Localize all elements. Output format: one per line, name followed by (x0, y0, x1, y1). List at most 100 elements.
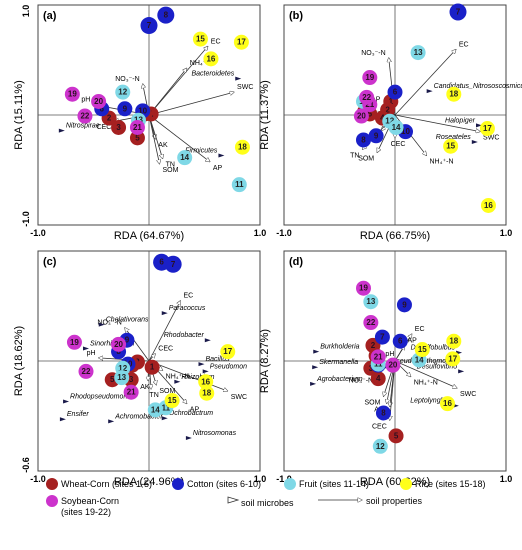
site-label: 22 (362, 93, 371, 102)
site-point (233, 34, 249, 50)
site-point (117, 101, 133, 117)
property-label: NH₄⁺-N (430, 159, 454, 166)
property-arrow (394, 360, 457, 388)
site-label: 9 (123, 104, 128, 113)
x-axis-title: RDA (66.75%) (360, 230, 430, 242)
site-point (353, 108, 369, 124)
site-label: 5 (394, 431, 399, 440)
panel-label: (c) (43, 256, 57, 268)
property-label: SOM (358, 155, 374, 162)
site-label: 21 (374, 352, 383, 361)
legend: Wheat-Corn (sites 1-5) Cotton (sites 6-10… (46, 478, 486, 517)
site-label: 15 (418, 345, 427, 354)
microbe-label: Skermanella (319, 359, 358, 366)
site-label: 7 (380, 333, 385, 342)
microbe-label: Burkholderia (320, 344, 359, 351)
site-label: 11 (235, 180, 244, 189)
property-label: NH₄⁺-N (414, 380, 438, 387)
property-label: EC (184, 293, 194, 300)
microbe-label: Roseateles (436, 134, 472, 141)
property-label: pH (385, 351, 394, 358)
site-point (91, 93, 107, 109)
property-label: SWC (460, 391, 476, 398)
property-label: TN (166, 162, 175, 169)
property-arrow (148, 354, 155, 362)
site-label: 16 (443, 399, 452, 408)
tick-left: -1.0 (30, 474, 46, 484)
property-label: CEC (391, 141, 406, 148)
microbe-marker (83, 346, 89, 351)
site-point (198, 374, 214, 390)
site-label: 15 (196, 35, 205, 44)
tick-left: -1.0 (276, 228, 292, 238)
microbe-marker (161, 416, 168, 421)
site-point (192, 31, 208, 47)
microbe-marker (63, 399, 70, 404)
microbe-marker (98, 322, 105, 327)
site-point (164, 255, 182, 273)
site-label: 20 (357, 112, 366, 121)
microbe-marker (202, 369, 209, 374)
microbe-label: Halopiger (445, 117, 476, 124)
site-point (479, 121, 495, 137)
tick-bottom: -0.6 (21, 457, 31, 473)
property-label: pH (81, 97, 90, 104)
site-point (359, 89, 375, 105)
site-label: 21 (133, 123, 142, 132)
legend-swatch-wheat (46, 478, 58, 490)
property-label: CEC (158, 346, 173, 353)
panel-label: (a) (43, 10, 57, 22)
site-label: 12 (118, 364, 127, 373)
site-point (203, 51, 219, 67)
microbe-marker (471, 140, 478, 145)
site-label: 19 (359, 284, 368, 293)
site-point (356, 132, 371, 148)
property-arrow (148, 360, 228, 391)
site-label: 5 (110, 375, 115, 384)
site-label: 22 (366, 318, 375, 327)
tick-left: -1.0 (276, 474, 292, 484)
site-label: 14 (415, 355, 424, 364)
tick-bottom: -1.0 (21, 211, 31, 227)
site-label: 2 (371, 341, 376, 350)
site-label: 9 (125, 336, 130, 345)
legend-label-fruit: Fruit (sites 11-14) (299, 479, 369, 489)
site-point (374, 329, 390, 345)
site-label: 5 (368, 109, 373, 118)
microbe-marker (218, 153, 225, 158)
site-label: 22 (82, 367, 91, 376)
site-label: 1 (389, 97, 394, 106)
legend-label2-soybean: (sites 19-22) (61, 507, 111, 517)
legend-swatch-cotton (172, 478, 184, 490)
microbe-label: Paracoccus (169, 305, 206, 312)
site-label: 10 (401, 127, 410, 136)
site-point (123, 384, 139, 400)
site-label: 17 (483, 124, 492, 133)
microbe-label: Nitrospirae (66, 123, 100, 130)
microbe-label: Ensifer (67, 411, 89, 418)
site-label: 8 (164, 11, 169, 20)
site-point (363, 315, 379, 331)
x-axis-title: RDA (60.62%) (360, 476, 430, 488)
site-point (385, 357, 401, 373)
property-arrow (148, 114, 163, 159)
site-label: 12 (118, 88, 127, 97)
site-point (157, 6, 175, 24)
microbe-marker (235, 76, 242, 81)
x-axis-title: RDA (24.96%) (114, 476, 184, 488)
site-label: 18 (202, 389, 211, 398)
property-label: SOM (163, 167, 179, 174)
property-arrow (148, 114, 160, 164)
tick-top: 1.0 (21, 5, 31, 18)
site-label: 1 (150, 363, 155, 372)
property-label: SOM (159, 388, 175, 395)
site-label: 8 (381, 409, 386, 418)
tick-right: 1.0 (500, 228, 513, 238)
property-arrow (148, 301, 181, 362)
site-label: 11 (162, 403, 171, 412)
property-arrow (148, 68, 187, 116)
site-label: 6 (398, 337, 403, 346)
property-label: EC (415, 326, 425, 333)
microbe-label: Rhodobacter (164, 332, 205, 339)
